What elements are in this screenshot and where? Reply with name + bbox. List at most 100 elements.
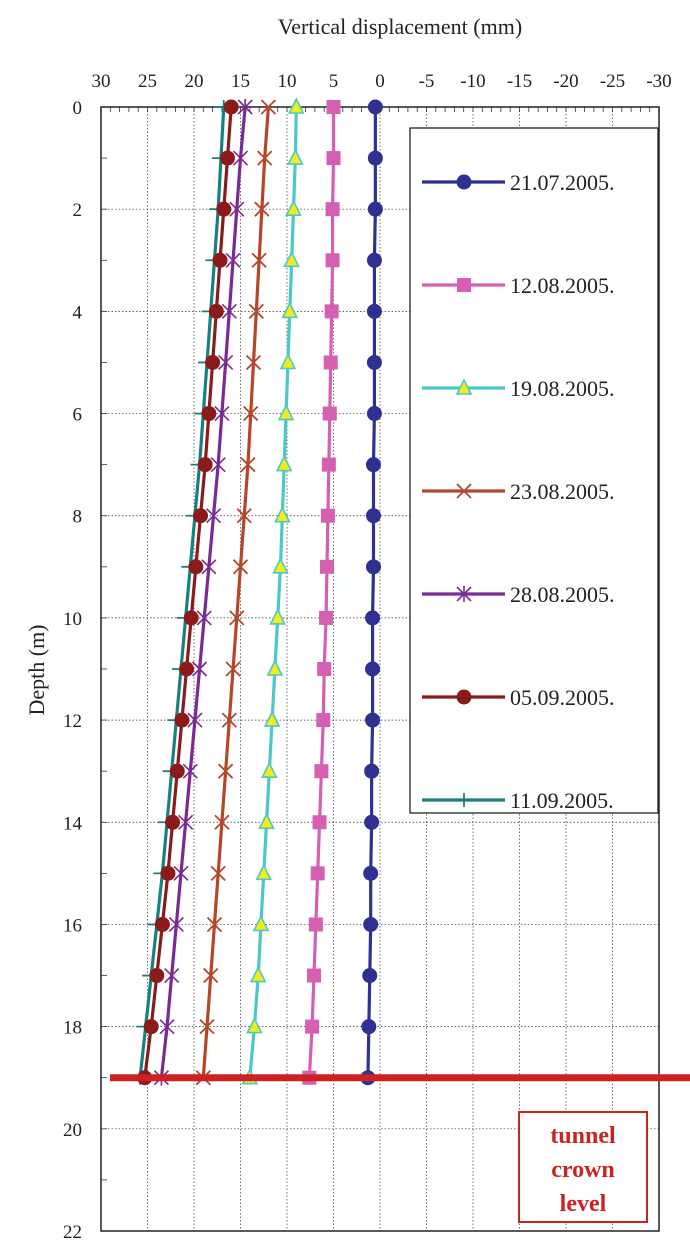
annotation-line: level xyxy=(560,1191,607,1217)
data-point xyxy=(246,1016,263,1034)
y-tick-label: 16 xyxy=(63,915,82,936)
x-tick-label: -30 xyxy=(646,71,671,92)
data-point xyxy=(310,866,325,881)
legend-label: 05.09.2005. xyxy=(510,685,615,710)
data-point xyxy=(323,355,338,370)
data-point xyxy=(365,508,381,524)
data-point xyxy=(364,814,380,830)
data-point xyxy=(201,406,217,422)
y-tick-label: 4 xyxy=(73,302,83,323)
annotation-box xyxy=(518,1111,648,1223)
legend-marker xyxy=(456,483,472,499)
annotation-line: tunnel xyxy=(550,1123,616,1149)
legend-marker xyxy=(455,793,473,807)
x-tick-label: 30 xyxy=(92,71,111,92)
data-point xyxy=(229,610,245,626)
series-line xyxy=(143,106,233,1078)
data-point xyxy=(208,303,224,319)
data-point xyxy=(365,559,381,575)
data-point xyxy=(366,303,382,319)
y-tick-label: 2 xyxy=(73,200,83,221)
data-point xyxy=(240,456,256,473)
data-point xyxy=(165,814,181,830)
x-tick-label: 25 xyxy=(138,71,157,92)
data-point xyxy=(216,201,232,217)
data-point xyxy=(236,508,252,524)
series-5 xyxy=(137,99,239,1086)
legend-label: 23.08.2005. xyxy=(510,479,615,504)
data-point xyxy=(225,252,241,269)
data-point xyxy=(324,304,339,319)
x-tick-label: -10 xyxy=(460,71,485,92)
data-point xyxy=(218,354,234,371)
x-tick-label: 20 xyxy=(185,71,204,92)
data-point xyxy=(306,968,321,983)
x-axis-title: Vertical displacement (mm) xyxy=(278,14,522,39)
data-point xyxy=(243,405,259,422)
data-point xyxy=(149,968,165,984)
data-point xyxy=(252,914,270,932)
data-point xyxy=(143,1019,159,1035)
x-tick-label: -25 xyxy=(600,71,625,92)
data-point xyxy=(260,99,277,115)
data-point xyxy=(257,150,273,166)
data-point xyxy=(205,507,222,524)
data-point xyxy=(365,610,381,626)
legend-label: 12.08.2005. xyxy=(510,273,615,298)
data-point xyxy=(279,352,297,370)
y-tick-label: 18 xyxy=(63,1018,82,1039)
data-point xyxy=(223,99,239,115)
legend-marker xyxy=(456,586,472,602)
y-tick-label: 0 xyxy=(73,98,83,119)
legend-item: 19.08.2005. xyxy=(422,376,615,401)
legend-item: 28.08.2005. xyxy=(422,582,615,607)
data-point xyxy=(225,661,241,677)
data-point xyxy=(281,301,299,319)
legend-marker xyxy=(456,689,472,705)
series-group xyxy=(131,97,383,1086)
data-point xyxy=(362,968,378,984)
data-point xyxy=(248,303,264,320)
data-point xyxy=(319,559,334,574)
series-line xyxy=(138,106,226,1078)
legend-label: 19.08.2005. xyxy=(510,376,615,401)
data-point xyxy=(210,456,226,473)
legend-marker xyxy=(456,174,472,190)
data-point xyxy=(237,99,253,115)
data-point xyxy=(251,252,267,268)
data-point xyxy=(196,609,212,626)
data-point xyxy=(316,713,331,728)
data-point xyxy=(168,916,184,933)
data-point xyxy=(182,763,198,780)
data-point xyxy=(283,250,300,268)
data-point xyxy=(361,1019,377,1035)
data-point xyxy=(325,202,340,217)
data-point xyxy=(326,100,341,114)
series-line xyxy=(366,107,377,1078)
legend-box xyxy=(409,127,659,814)
x-tick-label: 5 xyxy=(329,71,339,92)
series-line xyxy=(159,106,247,1078)
legend: 21.07.2005. 12.08.2005. 19.08.2005. 23.08.2… xyxy=(409,127,659,814)
data-point xyxy=(287,148,304,165)
data-point xyxy=(245,354,262,371)
data-point xyxy=(365,457,381,473)
data-point xyxy=(169,763,185,779)
y-tick-label: 14 xyxy=(63,813,83,834)
legend-item: 23.08.2005. xyxy=(422,479,615,504)
data-point xyxy=(173,865,189,882)
data-point xyxy=(367,150,383,166)
y-tick-label: 22 xyxy=(63,1222,82,1243)
data-point xyxy=(312,815,327,830)
data-point xyxy=(254,201,270,217)
x-tick-label: 0 xyxy=(375,71,385,92)
data-point xyxy=(317,662,332,676)
data-point xyxy=(269,608,286,625)
data-point xyxy=(363,916,379,932)
data-point xyxy=(183,610,199,626)
data-point xyxy=(325,253,340,268)
y-axis-title: Depth (m) xyxy=(24,624,49,715)
series-0 xyxy=(360,99,383,1086)
data-point xyxy=(321,457,336,472)
